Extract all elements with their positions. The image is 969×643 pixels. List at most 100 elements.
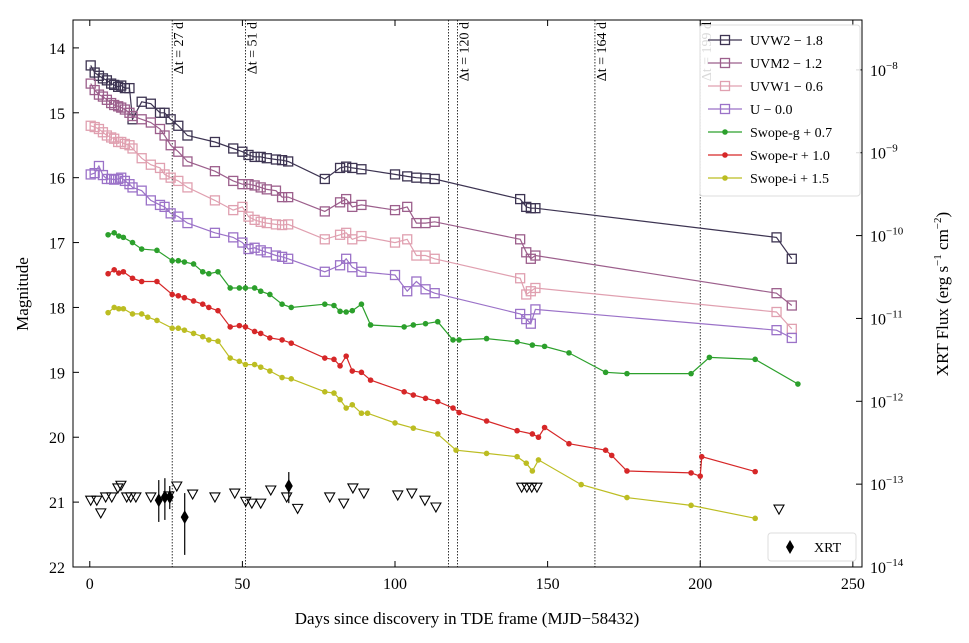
marker bbox=[111, 267, 118, 273]
marker bbox=[771, 325, 782, 336]
xrt-detection bbox=[165, 489, 174, 504]
marker bbox=[106, 97, 117, 109]
marker bbox=[144, 314, 151, 320]
y-tick-label: 21 bbox=[49, 495, 65, 512]
y2-tick-label: 10−13 bbox=[870, 474, 904, 494]
marker bbox=[288, 340, 295, 346]
marker bbox=[322, 301, 328, 308]
legend-label: UVW2 − 1.8 bbox=[750, 34, 823, 49]
marker bbox=[341, 161, 352, 172]
xrt-upper-limit bbox=[520, 482, 533, 494]
marker bbox=[237, 237, 248, 248]
marker bbox=[257, 330, 264, 337]
marker bbox=[209, 136, 221, 148]
xrt-detection bbox=[180, 510, 189, 525]
marker bbox=[270, 185, 282, 196]
marker bbox=[199, 333, 206, 340]
legend-box bbox=[767, 532, 857, 562]
marker bbox=[389, 169, 401, 180]
marker bbox=[236, 285, 243, 291]
marker bbox=[401, 389, 407, 395]
marker bbox=[515, 234, 526, 245]
marker bbox=[402, 201, 413, 213]
annotation: Δt = 120 d bbox=[458, 22, 473, 81]
xrt-upper-limit bbox=[515, 482, 528, 494]
marker bbox=[116, 172, 127, 183]
marker bbox=[389, 237, 401, 248]
marker bbox=[341, 193, 352, 205]
marker bbox=[334, 197, 346, 208]
marker bbox=[456, 337, 462, 343]
marker bbox=[251, 328, 258, 335]
marker bbox=[602, 447, 609, 454]
xrt-upper-limit bbox=[105, 492, 118, 504]
marker bbox=[124, 107, 135, 118]
marker bbox=[356, 266, 367, 277]
marker bbox=[535, 457, 542, 463]
marker bbox=[752, 468, 758, 475]
marker bbox=[111, 304, 118, 311]
xrt-upper-limit bbox=[208, 492, 221, 504]
marker bbox=[190, 330, 197, 337]
annotation: Δt = 51 d bbox=[245, 22, 260, 74]
marker bbox=[786, 332, 797, 344]
marker bbox=[422, 395, 429, 402]
marker bbox=[530, 282, 541, 294]
marker bbox=[349, 368, 356, 374]
marker bbox=[182, 156, 193, 167]
marker bbox=[698, 453, 705, 460]
marker bbox=[154, 278, 160, 285]
marker bbox=[349, 307, 356, 314]
marker bbox=[279, 337, 285, 343]
xrt-upper-limit bbox=[405, 488, 418, 500]
marker bbox=[429, 216, 440, 227]
marker bbox=[367, 322, 374, 328]
marker bbox=[255, 151, 266, 163]
legend-label: Swope-g + 0.7 bbox=[750, 126, 832, 141]
marker bbox=[719, 103, 731, 115]
marker bbox=[771, 306, 782, 318]
marker bbox=[251, 361, 258, 368]
xrt-upper-limit bbox=[170, 481, 183, 493]
marker bbox=[319, 234, 330, 245]
xrt-upper-limit bbox=[429, 502, 442, 514]
marker bbox=[173, 211, 184, 222]
marker bbox=[159, 130, 170, 141]
marker bbox=[242, 285, 249, 291]
marker bbox=[124, 140, 135, 151]
marker bbox=[429, 173, 440, 185]
marker bbox=[578, 481, 584, 488]
marker bbox=[392, 420, 398, 426]
marker bbox=[276, 191, 288, 203]
marker bbox=[199, 268, 206, 275]
xrt-detection bbox=[154, 493, 163, 508]
marker bbox=[276, 219, 288, 231]
marker bbox=[483, 335, 490, 342]
marker bbox=[249, 242, 260, 253]
marker bbox=[169, 325, 175, 332]
marker bbox=[283, 156, 294, 167]
x-tick-label: 150 bbox=[536, 576, 560, 593]
marker bbox=[145, 98, 156, 109]
y-tick-label: 19 bbox=[49, 365, 65, 382]
marker bbox=[331, 302, 337, 309]
marker bbox=[267, 291, 273, 298]
x-tick-label: 250 bbox=[841, 576, 865, 593]
marker bbox=[722, 175, 728, 181]
marker bbox=[228, 232, 239, 243]
marker bbox=[343, 353, 349, 359]
xrt-upper-limit bbox=[531, 482, 543, 494]
marker bbox=[322, 355, 328, 361]
marker bbox=[624, 494, 630, 501]
xrt-detection bbox=[160, 489, 169, 504]
marker bbox=[319, 266, 330, 277]
marker bbox=[227, 355, 233, 361]
marker bbox=[450, 337, 456, 343]
marker bbox=[145, 117, 156, 128]
marker bbox=[341, 227, 352, 238]
marker bbox=[243, 179, 254, 190]
legend-label: U − 0.0 bbox=[750, 103, 793, 118]
marker bbox=[322, 389, 328, 395]
y2-tick-label: 10−14 bbox=[870, 557, 904, 577]
